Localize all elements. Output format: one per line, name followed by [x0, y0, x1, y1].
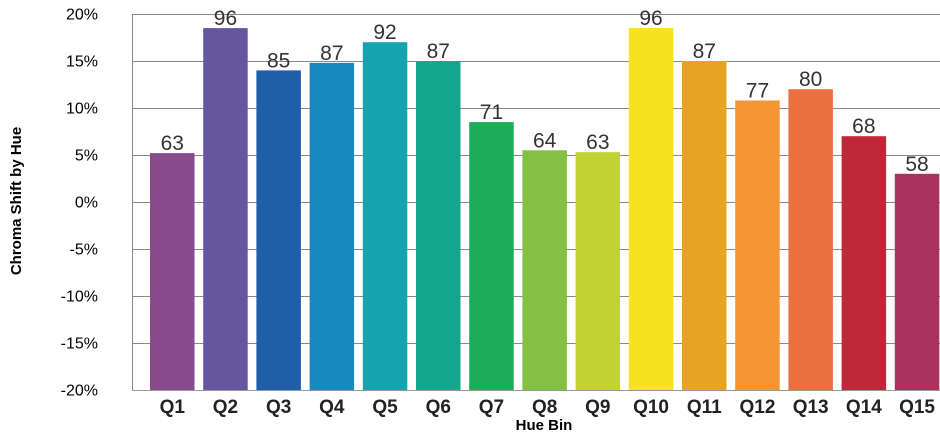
x-tick-label: Q11 [687, 397, 722, 418]
bar-q9 [575, 152, 621, 390]
data-label: 77 [746, 79, 769, 102]
y-tick-label: -10% [61, 289, 98, 306]
x-tick-label: Q8 [532, 397, 557, 418]
y-tick-label: 10% [66, 101, 98, 118]
x-tick-label: Q3 [266, 397, 291, 418]
data-label: 63 [586, 131, 609, 154]
y-axis-ticks: 20% 15% 10% 5% 0% -5% -10% -15% -20% [61, 7, 98, 400]
bar-q7 [469, 122, 514, 390]
x-tick-label: Q14 [846, 397, 882, 418]
x-axis-title: Hue Bin [516, 417, 573, 434]
bar-q15 [894, 173, 940, 390]
bar-q8 [522, 150, 567, 390]
data-label: 68 [852, 115, 875, 138]
bar-q5 [362, 42, 408, 390]
bar-q4 [309, 62, 355, 390]
bar-q11 [682, 61, 727, 390]
bar-q3 [256, 70, 301, 391]
x-tick-label: Q1 [160, 397, 186, 418]
bar-q1 [150, 153, 195, 390]
bar-q12 [735, 100, 780, 390]
data-label: 63 [161, 132, 184, 155]
data-label: 87 [320, 42, 343, 65]
bar-q6 [416, 61, 461, 390]
data-label: 64 [533, 129, 557, 152]
x-tick-label: Q6 [426, 397, 451, 418]
data-label: 87 [427, 40, 450, 63]
data-label: 92 [373, 21, 396, 44]
x-axis-ticks: Q1 Q2 Q3 Q4 Q5 Q6 Q7 Q8 Q9 Q10 Q11 Q12 Q13 Q14 Q15 [160, 397, 936, 418]
x-tick-label: Q9 [585, 397, 610, 418]
y-tick-label: -15% [61, 336, 98, 353]
y-tick-label: 15% [66, 54, 98, 71]
y-axis-title: Chroma Shift by Hue [8, 127, 25, 275]
x-tick-label: Q7 [479, 397, 504, 418]
x-tick-label: Q12 [739, 397, 775, 418]
x-tick-label: Q15 [899, 397, 935, 418]
data-label: 80 [799, 68, 822, 91]
y-tick-label: -5% [70, 242, 98, 259]
data-label: 71 [480, 101, 503, 124]
bar-q14 [841, 136, 887, 390]
bar-q13 [788, 89, 833, 390]
y-tick-label: 0% [75, 195, 98, 212]
x-tick-label: Q13 [793, 397, 829, 418]
data-label: 87 [693, 40, 716, 63]
bar-q10 [628, 28, 674, 390]
x-tick-label: Q10 [633, 397, 669, 418]
y-tick-label: 20% [66, 7, 98, 24]
bars [150, 28, 940, 391]
data-label: 85 [267, 49, 290, 72]
bar-q2 [203, 28, 248, 390]
x-tick-label: Q5 [372, 397, 398, 418]
y-tick-label: 5% [75, 148, 98, 165]
x-tick-label: Q4 [319, 397, 345, 418]
data-labels: 63 96 85 87 92 87 71 64 63 96 87 77 80 68 58 [161, 7, 929, 176]
y-tick-label: -20% [61, 383, 98, 400]
data-label: 96 [639, 7, 662, 30]
data-label: 58 [905, 153, 928, 176]
x-tick-label: Q2 [213, 397, 238, 418]
data-label: 96 [214, 7, 237, 30]
